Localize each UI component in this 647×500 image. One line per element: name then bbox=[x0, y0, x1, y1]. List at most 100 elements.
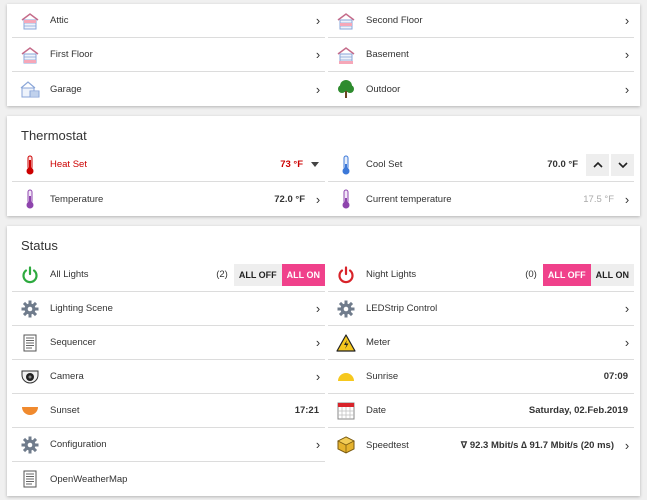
speedtest-label: Speedtest bbox=[366, 439, 409, 451]
current-temperature-row[interactable]: Current temperature 17.5 °F › bbox=[328, 182, 634, 216]
room-label: Basement bbox=[366, 49, 409, 60]
configuration-row[interactable]: Configuration › bbox=[12, 428, 325, 462]
cool-set-label: Cool Set bbox=[366, 159, 403, 170]
sunrise-icon bbox=[328, 360, 364, 394]
room-item-basement[interactable]: Basement › bbox=[328, 38, 634, 72]
all-lights-row: All Lights (2) ALL OFF ALL ON bbox=[12, 258, 325, 292]
temperature-label: Temperature bbox=[50, 193, 104, 205]
attic-icon bbox=[12, 4, 48, 38]
sequencer-row[interactable]: Sequencer › bbox=[12, 326, 325, 360]
sequencer-label: Sequencer bbox=[50, 337, 96, 348]
warning-bolt-icon bbox=[328, 326, 364, 360]
camera-icon bbox=[12, 360, 48, 394]
chevron-right-icon: › bbox=[624, 301, 630, 316]
chevron-right-icon: › bbox=[624, 13, 630, 28]
chevron-right-icon: › bbox=[315, 335, 321, 350]
power-green-icon bbox=[12, 258, 48, 292]
room-item-first-floor[interactable]: First Floor › bbox=[12, 38, 325, 72]
room-item-outdoor[interactable]: Outdoor › bbox=[328, 72, 634, 106]
chevron-right-icon: › bbox=[315, 369, 321, 384]
sunrise-label: Sunrise bbox=[366, 371, 399, 382]
chevron-right-icon: › bbox=[315, 191, 321, 207]
room-item-attic[interactable]: Attic › bbox=[12, 4, 325, 38]
heat-set-label: Heat Set bbox=[50, 159, 87, 170]
all-lights-count: (2) bbox=[216, 269, 228, 280]
card-title: Status bbox=[21, 238, 58, 253]
room-label: Second Floor bbox=[366, 15, 423, 26]
rooms-card: Attic › Second Floor › First Floor › Bas… bbox=[7, 4, 640, 106]
all-lights-label: All Lights bbox=[50, 269, 89, 280]
gear-icon bbox=[328, 292, 364, 326]
sunset-icon bbox=[12, 394, 48, 428]
temperature-value: 72.0 °F bbox=[274, 193, 305, 205]
card-title: Thermostat bbox=[21, 128, 87, 143]
night-lights-count: (0) bbox=[525, 269, 537, 280]
room-label: Garage bbox=[50, 83, 82, 95]
thermometer-red-icon bbox=[12, 148, 48, 182]
speedtest-cube-icon bbox=[328, 428, 364, 462]
configuration-label: Configuration bbox=[50, 439, 107, 450]
room-item-second-floor[interactable]: Second Floor › bbox=[328, 4, 634, 38]
second-floor-icon bbox=[328, 4, 364, 38]
gear-icon bbox=[12, 428, 48, 462]
date-value: Saturday, 02.Feb.2019 bbox=[528, 405, 628, 416]
thermometer-purple-icon bbox=[328, 182, 364, 216]
openweathermap-label: OpenWeatherMap bbox=[50, 473, 128, 485]
chevron-right-icon: › bbox=[315, 47, 321, 62]
room-label: Attic bbox=[50, 15, 69, 26]
all-lights-off-button[interactable]: ALL OFF bbox=[233, 263, 282, 286]
sunset-label: Sunset bbox=[50, 405, 80, 416]
status-card: Status All Lights (2) ALL OFF ALL ON Nig… bbox=[7, 226, 640, 496]
date-label: Date bbox=[366, 405, 387, 416]
meter-label: Meter bbox=[366, 337, 391, 348]
decrease-button[interactable] bbox=[611, 153, 634, 176]
sunrise-row: Sunrise 07:09 bbox=[328, 360, 634, 394]
temperature-row[interactable]: Temperature 72.0 °F › bbox=[12, 182, 325, 216]
room-label: First Floor bbox=[50, 49, 93, 60]
thermostat-card: Thermostat Heat Set 73 °F Cool Set 70.0 … bbox=[7, 116, 640, 216]
caret-down-icon[interactable] bbox=[311, 162, 319, 167]
chevron-right-icon: › bbox=[624, 437, 630, 453]
document-icon bbox=[12, 326, 48, 360]
night-lights-row: Night Lights (0) ALL OFF ALL ON bbox=[328, 258, 634, 292]
speedtest-row[interactable]: Speedtest ∇ 92.3 Mbit/s ∆ 91.7 Mbit/s (2… bbox=[328, 428, 634, 462]
chevron-right-icon: › bbox=[624, 191, 630, 207]
night-lights-label: Night Lights bbox=[366, 269, 417, 280]
room-item-garage[interactable]: Garage › bbox=[12, 72, 325, 106]
camera-label: Camera bbox=[50, 371, 84, 382]
thermometer-purple-icon bbox=[12, 182, 48, 216]
cool-set-row: Cool Set 70.0 °F bbox=[328, 148, 634, 182]
all-lights-on-button[interactable]: ALL ON bbox=[281, 263, 325, 286]
date-row: Date Saturday, 02.Feb.2019 bbox=[328, 394, 634, 428]
document-icon bbox=[12, 462, 48, 496]
lighting-scene-row[interactable]: Lighting Scene › bbox=[12, 292, 325, 326]
meter-row[interactable]: Meter › bbox=[328, 326, 634, 360]
calendar-icon bbox=[328, 394, 364, 428]
gear-icon bbox=[12, 292, 48, 326]
cool-set-value: 70.0 °F bbox=[547, 159, 578, 170]
heat-set-value: 73 °F bbox=[280, 159, 303, 170]
room-label: Outdoor bbox=[366, 83, 401, 95]
increase-button[interactable] bbox=[586, 153, 609, 176]
tree-icon bbox=[328, 72, 364, 106]
openweathermap-row[interactable]: OpenWeatherMap bbox=[12, 462, 325, 496]
ledstrip-row[interactable]: LEDStrip Control › bbox=[328, 292, 634, 326]
chevron-up-icon bbox=[592, 161, 603, 168]
chevron-right-icon: › bbox=[315, 301, 321, 316]
heat-set-row[interactable]: Heat Set 73 °F bbox=[12, 148, 325, 182]
first-floor-icon bbox=[12, 38, 48, 72]
power-red-icon bbox=[328, 258, 364, 292]
current-temperature-value: 17.5 °F bbox=[583, 193, 614, 205]
sunset-value: 17:21 bbox=[294, 405, 319, 416]
speedtest-value: ∇ 92.3 Mbit/s ∆ 91.7 Mbit/s (20 ms) bbox=[460, 439, 614, 451]
night-lights-off-button[interactable]: ALL OFF bbox=[542, 263, 591, 286]
basement-icon bbox=[328, 38, 364, 72]
sunset-row: Sunset 17:21 bbox=[12, 394, 325, 428]
chevron-right-icon: › bbox=[315, 437, 321, 452]
ledstrip-label: LEDStrip Control bbox=[366, 303, 438, 314]
chevron-right-icon: › bbox=[624, 335, 630, 350]
chevron-down-icon bbox=[617, 161, 628, 168]
night-lights-on-button[interactable]: ALL ON bbox=[590, 263, 634, 286]
camera-row[interactable]: Camera › bbox=[12, 360, 325, 394]
garage-icon bbox=[12, 72, 48, 106]
